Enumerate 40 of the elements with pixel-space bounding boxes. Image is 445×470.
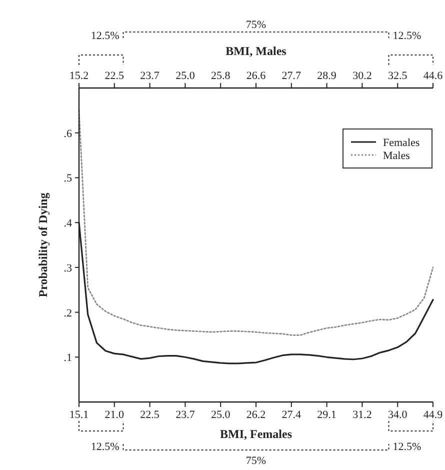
y-tick-label: .4 — [64, 218, 72, 230]
y-tick-label: .1 — [64, 352, 72, 364]
text: 12.5% — [392, 30, 422, 42]
text: 30.2 — [352, 70, 372, 82]
x-tick-label: 25.0 — [210, 409, 231, 421]
text: 25.0 — [176, 70, 196, 82]
y-tick-label: .5 — [64, 172, 72, 185]
text: 75% — [246, 19, 266, 31]
x-tick-label: 44.9 — [423, 409, 444, 421]
text: 32.5 — [388, 70, 408, 82]
text: 27.7 — [282, 70, 302, 82]
text: 23.7 — [140, 70, 160, 82]
y-tick-label: .6 — [64, 128, 72, 140]
x2-axis-title: BMI, Males — [226, 44, 287, 58]
text: 28.9 — [317, 70, 337, 82]
text: 26.6 — [246, 70, 266, 82]
legend-label: Females — [383, 137, 420, 149]
text: 75% — [246, 455, 266, 467]
x-tick-label: 27.4 — [282, 409, 302, 421]
x-tick-label: 31.2 — [352, 409, 372, 421]
x-tick-label: 22.5 — [140, 409, 160, 421]
y-tick-label: .2 — [64, 307, 72, 320]
text: 12.5% — [392, 441, 422, 453]
x-tick-label: 29.1 — [317, 409, 336, 421]
x-tick-label: 23.7 — [176, 409, 196, 421]
x-tick-label: 26.2 — [246, 409, 266, 421]
x-tick-label: 15.1 — [69, 409, 89, 421]
text: 44.6 — [423, 70, 444, 82]
text: 12.5% — [90, 441, 120, 453]
y-tick-label: .3 — [64, 262, 72, 274]
x-tick-label: 21.0 — [104, 409, 125, 421]
text: 22.5 — [104, 70, 125, 82]
x-axis-title: BMI, Females — [220, 427, 292, 441]
legend-label: Males — [383, 150, 410, 162]
x-tick-label: 34.0 — [388, 409, 408, 421]
text: 15.2 — [69, 70, 89, 82]
text: 25.8 — [210, 70, 231, 82]
y-axis-title: Probability of Dying — [36, 192, 50, 298]
text: 12.5% — [90, 30, 120, 42]
line-series — [78, 110, 434, 336]
